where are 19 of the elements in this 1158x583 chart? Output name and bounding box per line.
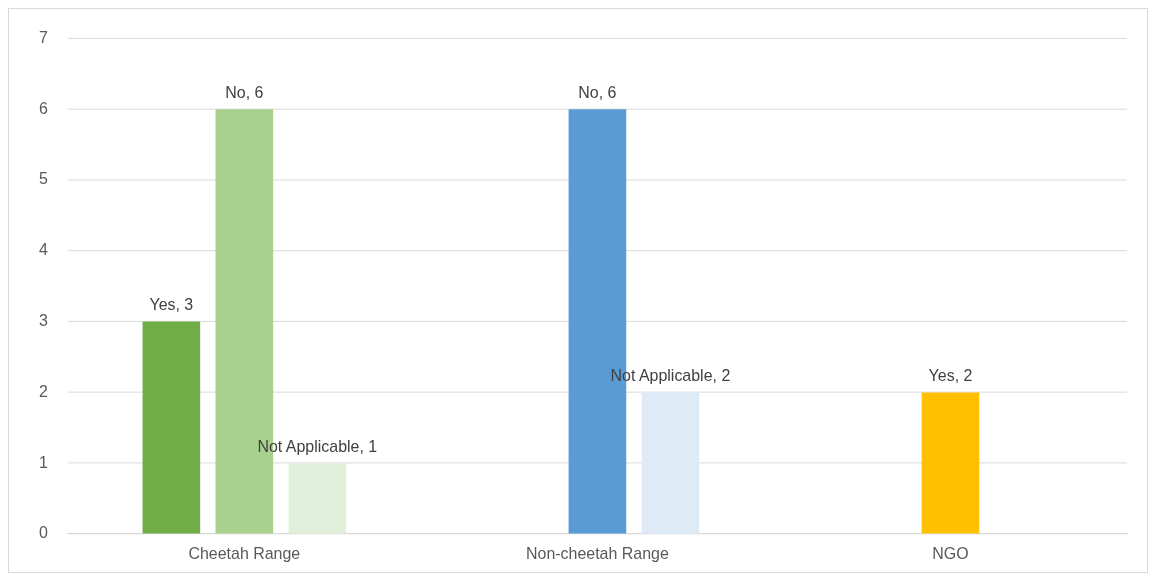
bar <box>921 392 980 534</box>
y-tick-label: 1 <box>38 453 48 471</box>
y-tick-label: 0 <box>38 524 48 542</box>
bar <box>142 321 201 534</box>
y-tick-label: 3 <box>38 312 48 329</box>
y-tick-label: 4 <box>38 241 48 259</box>
bar <box>641 392 700 534</box>
bar <box>288 463 347 534</box>
data-label: Yes, 3 <box>149 296 194 314</box>
x-tick-label: Non-cheetah Range <box>526 544 669 562</box>
y-tick-label: 2 <box>38 382 48 400</box>
x-tick-label: Cheetah Range <box>188 544 301 562</box>
y-tick-label: 5 <box>38 170 48 188</box>
data-label: No, 6 <box>225 83 264 101</box>
y-tick-label: 7 <box>38 28 48 46</box>
data-label: No, 6 <box>578 83 617 101</box>
y-tick-label: 6 <box>38 99 48 117</box>
data-label: Yes, 2 <box>928 366 973 384</box>
x-tick-label: NGO <box>932 544 969 562</box>
